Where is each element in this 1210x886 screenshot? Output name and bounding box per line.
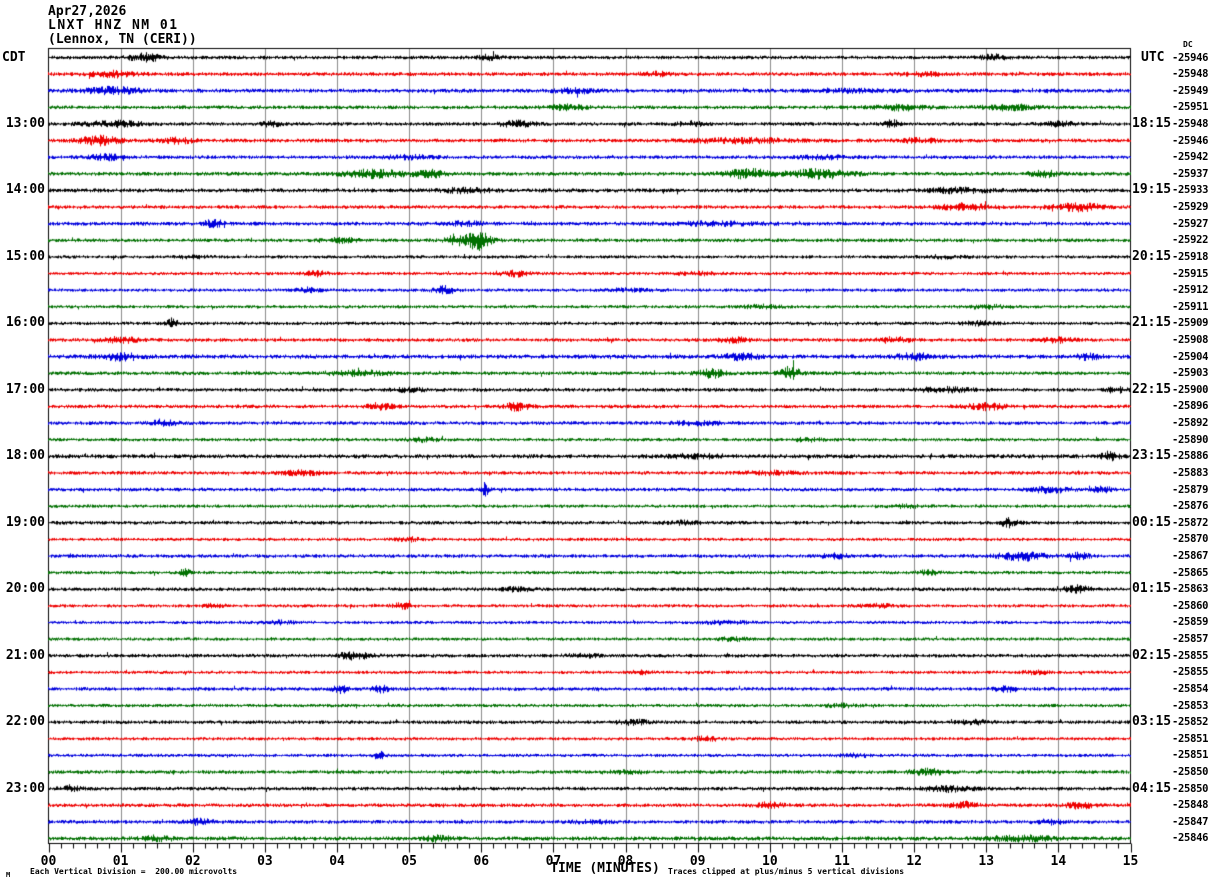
dc-offset-value: -25903 — [1172, 367, 1209, 380]
dc-offset-value: -25847 — [1172, 815, 1209, 828]
x-tick-label: 09 — [689, 854, 706, 869]
x-tick-label: 03 — [257, 854, 273, 869]
dc-offset-value: -25857 — [1172, 633, 1209, 646]
utc-hour-label: 21:15 — [1132, 315, 1172, 331]
x-tick-label: 01 — [112, 854, 129, 869]
right-axis-title: UTC — [1141, 50, 1165, 65]
dc-offset-value: -25851 — [1172, 732, 1209, 745]
header-date: Apr27,2026 — [48, 4, 127, 19]
x-axis-title: TIME (MINUTES) — [550, 861, 660, 876]
dc-offset-value: -25908 — [1172, 333, 1209, 346]
utc-hour-label: 01:15 — [1132, 581, 1172, 597]
x-tick-label: 06 — [473, 854, 490, 869]
dc-offset-value: -25890 — [1172, 433, 1209, 446]
x-tick-label: 00 — [40, 854, 57, 869]
dc-offset-value: -25904 — [1172, 350, 1209, 363]
dc-offset-value: -25850 — [1172, 766, 1209, 779]
dc-offset-value: -25922 — [1172, 234, 1209, 247]
dc-offset-value: -25867 — [1172, 550, 1209, 562]
x-tick-label: 11 — [834, 854, 850, 869]
cdt-hour-label: 16:00 — [5, 315, 45, 331]
x-tick-label: 05 — [401, 854, 417, 869]
dc-offset-value: -25948 — [1172, 117, 1209, 130]
utc-hour-label: 00:15 — [1132, 514, 1172, 530]
utc-hour-label: 19:15 — [1132, 182, 1172, 198]
dc-offset-value: -25933 — [1172, 184, 1209, 197]
dc-offset-value: -25912 — [1172, 284, 1209, 297]
dc-offset-value: -25896 — [1172, 400, 1209, 413]
dc-offset-value: -25848 — [1172, 799, 1209, 812]
utc-hour-label: 02:15 — [1132, 647, 1172, 663]
dc-offset-value: -25949 — [1172, 84, 1209, 97]
dc-offset-value: -25946 — [1172, 134, 1209, 147]
utc-hour-label: 20:15 — [1132, 248, 1172, 264]
dc-offset-value: -25855 — [1172, 666, 1209, 679]
dc-offset-value: -25863 — [1172, 583, 1209, 596]
header-location: (Lennox, TN (CERI)) — [48, 32, 197, 47]
cdt-hour-label: 23:00 — [5, 780, 45, 796]
x-tick-label: 12 — [906, 854, 922, 869]
cdt-hour-label: 20:00 — [5, 581, 45, 597]
cdt-hour-label: 18:00 — [5, 448, 45, 464]
dc-offset-value: -25865 — [1172, 566, 1209, 579]
dc-offset-value: -25853 — [1172, 699, 1209, 712]
dc-offset-value: -25846 — [1172, 832, 1209, 845]
dc-offset-value: -25854 — [1172, 682, 1209, 695]
utc-hour-label: 04:15 — [1132, 780, 1172, 796]
dc-offset-value: -25948 — [1172, 68, 1209, 81]
footer-clip-note: Traces clipped at plus/minus 5 vertical … — [668, 867, 905, 876]
header-station: LNXT HNZ NM 01 — [48, 18, 179, 33]
x-tick-label: 10 — [762, 854, 778, 869]
dc-offset-value: -25927 — [1172, 217, 1209, 230]
utc-hour-label: 18:15 — [1132, 115, 1172, 131]
x-tick-label: 15 — [1122, 854, 1139, 869]
x-tick-label: 04 — [329, 854, 345, 869]
dc-offset-value: -25876 — [1172, 500, 1209, 513]
dc-offset-value: -25850 — [1172, 782, 1209, 795]
dc-offset-value: -25918 — [1172, 250, 1209, 263]
x-tick-label: 07 — [545, 854, 562, 869]
dc-offset-value: -25900 — [1172, 383, 1209, 396]
dc-column-label: DC — [1183, 40, 1193, 49]
dc-offset-value: -25870 — [1172, 533, 1209, 546]
cdt-hour-label: 14:00 — [5, 182, 45, 198]
cdt-hour-label: 17:00 — [5, 381, 45, 397]
x-tick-label: 08 — [617, 854, 634, 869]
left-axis-title: CDT — [2, 50, 26, 65]
x-tick-label: 13 — [978, 854, 995, 869]
dc-offset-value: -25883 — [1172, 466, 1209, 479]
dc-offset-value: -25859 — [1172, 616, 1209, 629]
dc-offset-value: -25946 — [1172, 51, 1209, 64]
cdt-hour-label: 22:00 — [5, 714, 45, 730]
dc-offset-value: -25942 — [1172, 151, 1209, 164]
cdt-hour-label: 19:00 — [5, 514, 45, 530]
dc-offset-value: -25929 — [1172, 201, 1209, 214]
dc-offset-value: -25909 — [1172, 317, 1209, 330]
dc-offset-value: -25855 — [1172, 649, 1209, 662]
x-tick-label: 02 — [184, 854, 201, 869]
dc-offset-value: -25915 — [1172, 267, 1209, 280]
footer-mark: M — [6, 871, 11, 879]
footer-scale-note: Each Vertical Division = 200.00 microvol… — [30, 867, 238, 876]
dc-offset-value: -25911 — [1172, 300, 1209, 313]
dc-offset-value: -25951 — [1172, 101, 1209, 114]
utc-hour-label: 03:15 — [1132, 714, 1172, 730]
utc-hour-label: 22:15 — [1132, 381, 1172, 397]
dc-offset-value: -25937 — [1172, 167, 1209, 180]
dc-offset-value: -25886 — [1172, 450, 1209, 463]
cdt-hour-label: 15:00 — [5, 248, 45, 264]
x-tick-label: 14 — [1050, 854, 1067, 869]
utc-hour-label: 23:15 — [1132, 448, 1172, 464]
dc-offset-value: -25851 — [1172, 749, 1209, 762]
cdt-hour-label: 21:00 — [5, 647, 45, 663]
dc-offset-value: -25860 — [1172, 599, 1209, 612]
dc-offset-value: -25872 — [1172, 516, 1209, 529]
cdt-hour-label: 13:00 — [5, 115, 45, 131]
dc-offset-value: -25852 — [1172, 716, 1209, 729]
dc-offset-value: -25892 — [1172, 417, 1209, 430]
dc-offset-value: -25879 — [1172, 483, 1209, 496]
